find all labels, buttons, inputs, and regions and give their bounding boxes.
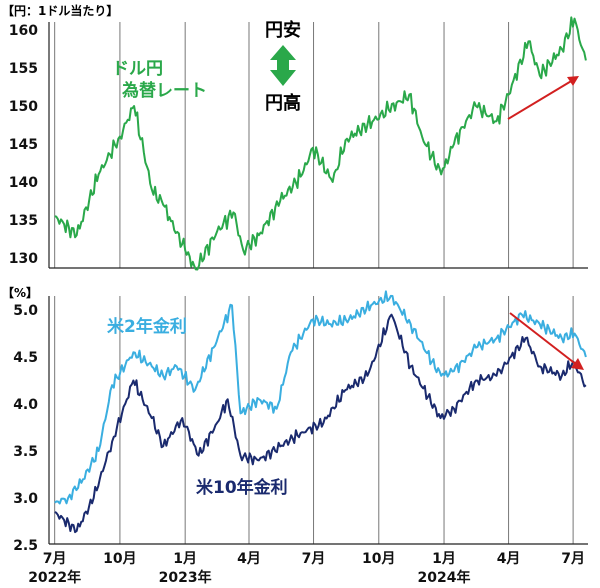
x-tick-label: 7月 — [43, 551, 67, 567]
series-lines — [54, 16, 587, 534]
x-tick-label: 1月 — [173, 551, 197, 567]
y-tick-label: 3.5 — [13, 444, 38, 460]
fx-series-line — [54, 16, 587, 271]
us2y-series-label: 米2年金利 — [107, 316, 187, 337]
y-tick-label: 155 — [9, 61, 38, 77]
fx-series-label-line: 為替レート — [122, 80, 207, 101]
vertical-gridlines — [54, 22, 574, 544]
x-tick-label: 7月 — [561, 551, 585, 567]
x-tick-label: 1月 — [432, 551, 456, 567]
y-axis-tick-labels: 130 135 140 145 150 155 160 2.5 3.0 3.5 4.0 4.5 5.0 — [9, 23, 38, 554]
us10y-series-label: 米10年金利 — [196, 477, 288, 498]
us2y-series-line — [54, 290, 587, 505]
x-year-label: 2023年 — [159, 569, 212, 586]
y-tick-label: 130 — [9, 251, 38, 267]
fx-series-label-line: ドル円 — [112, 59, 163, 79]
x-tick-label: 4月 — [497, 551, 521, 567]
x-year-label: 2022年 — [28, 569, 81, 586]
x-tick-label: 4月 — [237, 551, 261, 567]
y-tick-label: 160 — [9, 23, 38, 39]
x-tick-label: 10月 — [362, 551, 395, 567]
y-tick-label: 3.0 — [13, 491, 38, 507]
y-tick-label: 5.0 — [13, 303, 38, 319]
x-tick-label: 10月 — [103, 551, 136, 567]
y-tick-label: 135 — [9, 213, 38, 229]
rates-trend-arrow — [509, 312, 584, 370]
y-tick-label: 4.5 — [13, 350, 38, 366]
x-tick-label: 7月 — [302, 551, 326, 567]
us10y-series-line — [54, 313, 587, 534]
fx-series-label: ドル円為替レート — [112, 59, 207, 101]
yen-strong-label: 円高 — [265, 92, 301, 114]
y-tick-label: 140 — [9, 175, 38, 191]
y-tick-label: 150 — [9, 99, 38, 115]
double-arrow-icon — [270, 45, 296, 86]
yen-weak-label: 円安 — [265, 19, 301, 41]
y-tick-label: 145 — [9, 137, 38, 153]
y-tick-label: 2.5 — [13, 538, 38, 554]
y-tick-label: 4.0 — [13, 397, 38, 413]
fx-trend-arrow — [507, 76, 579, 120]
panel-borders — [48, 22, 588, 545]
x-year-label: 2024年 — [418, 569, 471, 586]
bottom-panel-unit-label: 【%】 — [2, 285, 38, 300]
x-axis-tick-labels: 7月 10月 1月 4月 7月 10月 1月 4月 7月 2022年 2023年 2024年 — [28, 551, 585, 586]
top-panel-unit-label: 【円：1ドル当たり】 — [2, 3, 118, 18]
